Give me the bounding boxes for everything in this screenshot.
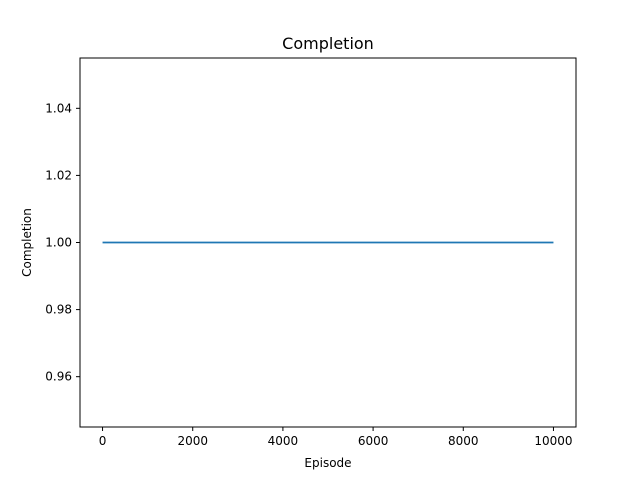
x-tick-label: 4000 xyxy=(268,434,299,448)
y-tick-label: 1.00 xyxy=(45,236,72,250)
x-tick-label: 2000 xyxy=(177,434,208,448)
x-axis-label: Episode xyxy=(304,456,351,470)
chart-title: Completion xyxy=(282,34,374,53)
x-tick-label: 8000 xyxy=(448,434,479,448)
x-tick-label: 0 xyxy=(99,434,107,448)
y-tick-label: 0.96 xyxy=(45,370,72,384)
y-tick-label: 0.98 xyxy=(45,303,72,317)
y-tick-label: 1.04 xyxy=(45,101,72,115)
y-axis-label: Completion xyxy=(20,208,34,277)
x-tick-label: 10000 xyxy=(534,434,572,448)
x-tick-label: 6000 xyxy=(358,434,389,448)
x-axis-ticks: 0 2000 4000 6000 8000 10000 xyxy=(99,427,573,448)
y-axis-ticks: 0.96 0.98 1.00 1.02 1.04 xyxy=(45,101,80,384)
y-tick-label: 1.02 xyxy=(45,168,72,182)
